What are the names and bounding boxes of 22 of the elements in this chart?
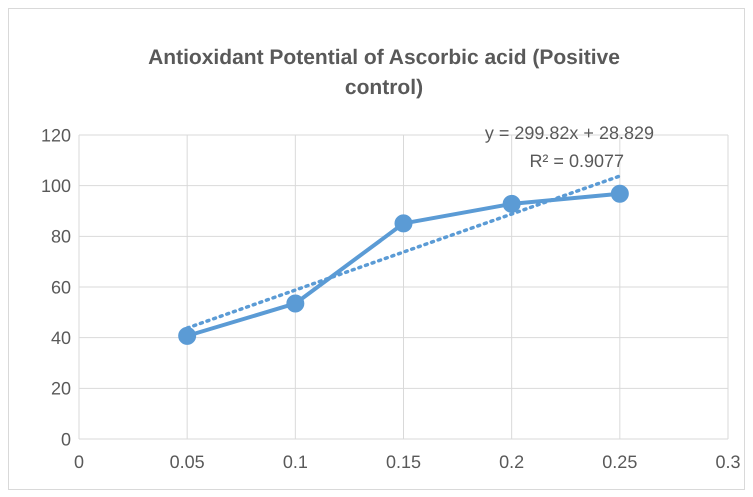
x-tick-label: 0.3 xyxy=(715,452,741,472)
y-tick-label: 80 xyxy=(50,226,71,247)
y-tick-label: 0 xyxy=(60,429,71,450)
point xyxy=(610,184,629,203)
annotation: y = 299.82x + 28.829 xyxy=(484,122,654,145)
chart-title: Antioxidant Potential of Ascorbic acid (Positive control) xyxy=(147,45,621,101)
y-tick-label: 20 xyxy=(50,378,71,399)
x-tick-label: 0.05 xyxy=(170,452,205,472)
x-tick-label: 0.25 xyxy=(602,452,638,472)
x-tick-label: 0.2 xyxy=(499,452,524,472)
y-tick-label: 100 xyxy=(40,176,71,196)
point xyxy=(502,194,521,213)
x-tick-label: 0 xyxy=(74,452,84,472)
annotation: R² = 0.9077 xyxy=(528,150,625,173)
point xyxy=(178,326,196,345)
point xyxy=(394,214,412,232)
y-tick-label: 60 xyxy=(50,277,71,298)
point xyxy=(286,294,304,312)
y-tick-label: 40 xyxy=(50,328,71,348)
x-tick-label: 0.1 xyxy=(282,452,308,472)
x-tick-label: 0.15 xyxy=(386,452,422,472)
y-tick-label: 120 xyxy=(40,125,71,146)
